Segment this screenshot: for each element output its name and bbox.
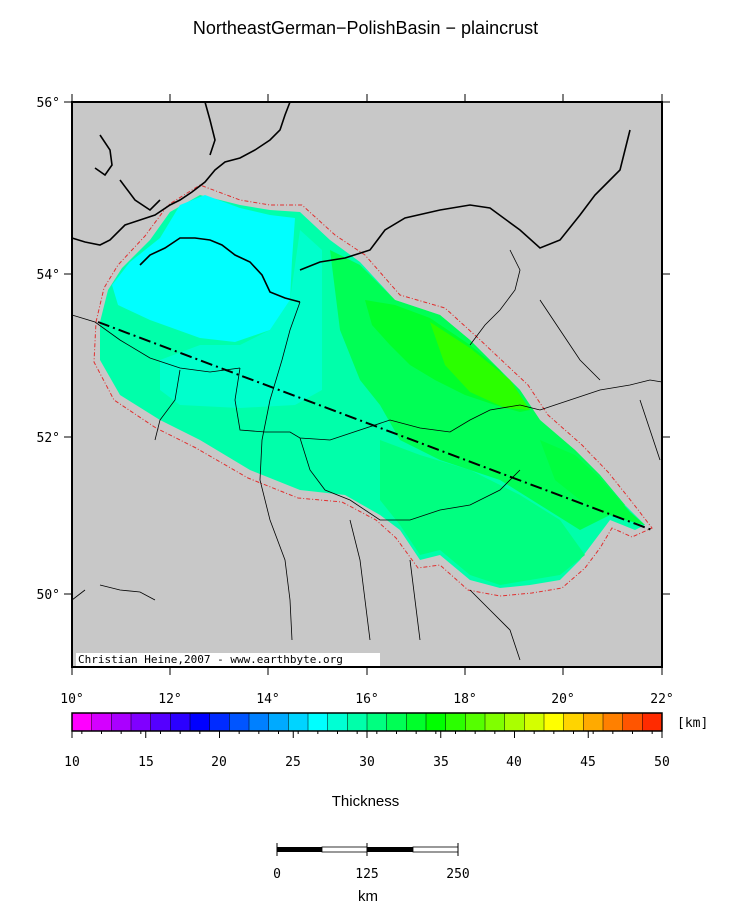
colorbar-cell: [642, 713, 663, 731]
colorbar: [72, 713, 663, 731]
colorbar-tick-40: 40: [506, 755, 522, 770]
colorbar-cell: [445, 713, 466, 731]
lon-label-14: 14°: [256, 692, 279, 707]
lon-label-18: 18°: [453, 692, 476, 707]
colorbar-title: Thickness: [331, 793, 400, 810]
scalebar-label-125: 125: [355, 867, 378, 882]
colorbar-cell: [249, 713, 270, 731]
lon-label-12: 12°: [158, 692, 181, 707]
lon-label-22: 22°: [650, 692, 673, 707]
lon-label-16: 16°: [355, 692, 378, 707]
colorbar-cell: [347, 713, 368, 731]
colorbar-unit: [km]: [677, 716, 708, 731]
lon-label-10: 10°: [60, 692, 83, 707]
colorbar-cell: [465, 713, 486, 731]
colorbar-cell: [229, 713, 250, 731]
colorbar-tick-10: 10: [64, 755, 80, 770]
colorbar-cell: [288, 713, 309, 731]
colorbar-cell: [563, 713, 584, 731]
colorbar-tick-50: 50: [654, 755, 670, 770]
colorbar-tick-25: 25: [285, 755, 301, 770]
colorbar-cell: [170, 713, 191, 731]
lat-label-56: 56°: [37, 96, 60, 111]
colorbar-tick-15: 15: [138, 755, 154, 770]
map-title: NortheastGerman−PolishBasin − plaincrust: [192, 18, 539, 38]
zone-28km: [160, 230, 322, 408]
borders: [71, 249, 663, 661]
colorbar-cell: [406, 713, 427, 731]
colorbar-cell: [150, 713, 171, 731]
colorbar-tick-35: 35: [433, 755, 449, 770]
colorbar-cell: [583, 713, 604, 731]
colorbar-tick-20: 20: [211, 755, 227, 770]
colorbar-ticks: [71, 731, 663, 738]
colorbar-cell: [504, 713, 525, 731]
colorbar-cell: [72, 713, 93, 731]
colorbar-cell: [209, 713, 230, 731]
zone-40km: [430, 322, 530, 410]
credit-box: [76, 653, 380, 666]
colorbar-cell: [190, 713, 211, 731]
colorbar-cell: [327, 713, 348, 731]
colorbar-cell: [131, 713, 152, 731]
colorbar-cell: [268, 713, 289, 731]
colorbar-cell: [111, 713, 132, 731]
scalebar-label-0: 0: [273, 867, 281, 882]
lon-label-20: 20°: [551, 692, 574, 707]
colorbar-cell: [386, 713, 407, 731]
basin-outline: [93, 184, 653, 597]
colorbar-cell: [622, 713, 643, 731]
colorbar-tick-30: 30: [359, 755, 375, 770]
coastlines: [71, 101, 631, 303]
colorbar-cell: [91, 713, 112, 731]
frame-ticks: [64, 94, 670, 675]
lat-label-52: 52°: [37, 431, 60, 446]
colorbar-cell: [544, 713, 565, 731]
colorbar-cell: [308, 713, 329, 731]
zone-27km: [112, 195, 295, 342]
lat-label-54: 54°: [37, 268, 60, 283]
cross-section-line: [97, 321, 653, 531]
credit-text: Christian Heine,2007 - www.earthbyte.org: [78, 653, 343, 666]
lat-label-50: 50°: [37, 588, 60, 603]
scalebar-unit: km: [358, 888, 378, 905]
zone-36km: [540, 440, 645, 525]
colorbar-cell: [524, 713, 545, 731]
colorbar-cell: [485, 713, 506, 731]
scalebar: [276, 843, 459, 856]
thickness-field: [100, 195, 645, 588]
colorbar-tick-45: 45: [580, 755, 596, 770]
colorbar-cell: [426, 713, 447, 731]
zone-33km: [380, 440, 585, 585]
colorbar-cell: [603, 713, 624, 731]
colorbar-cell: [367, 713, 388, 731]
scalebar-label-250: 250: [446, 867, 469, 882]
